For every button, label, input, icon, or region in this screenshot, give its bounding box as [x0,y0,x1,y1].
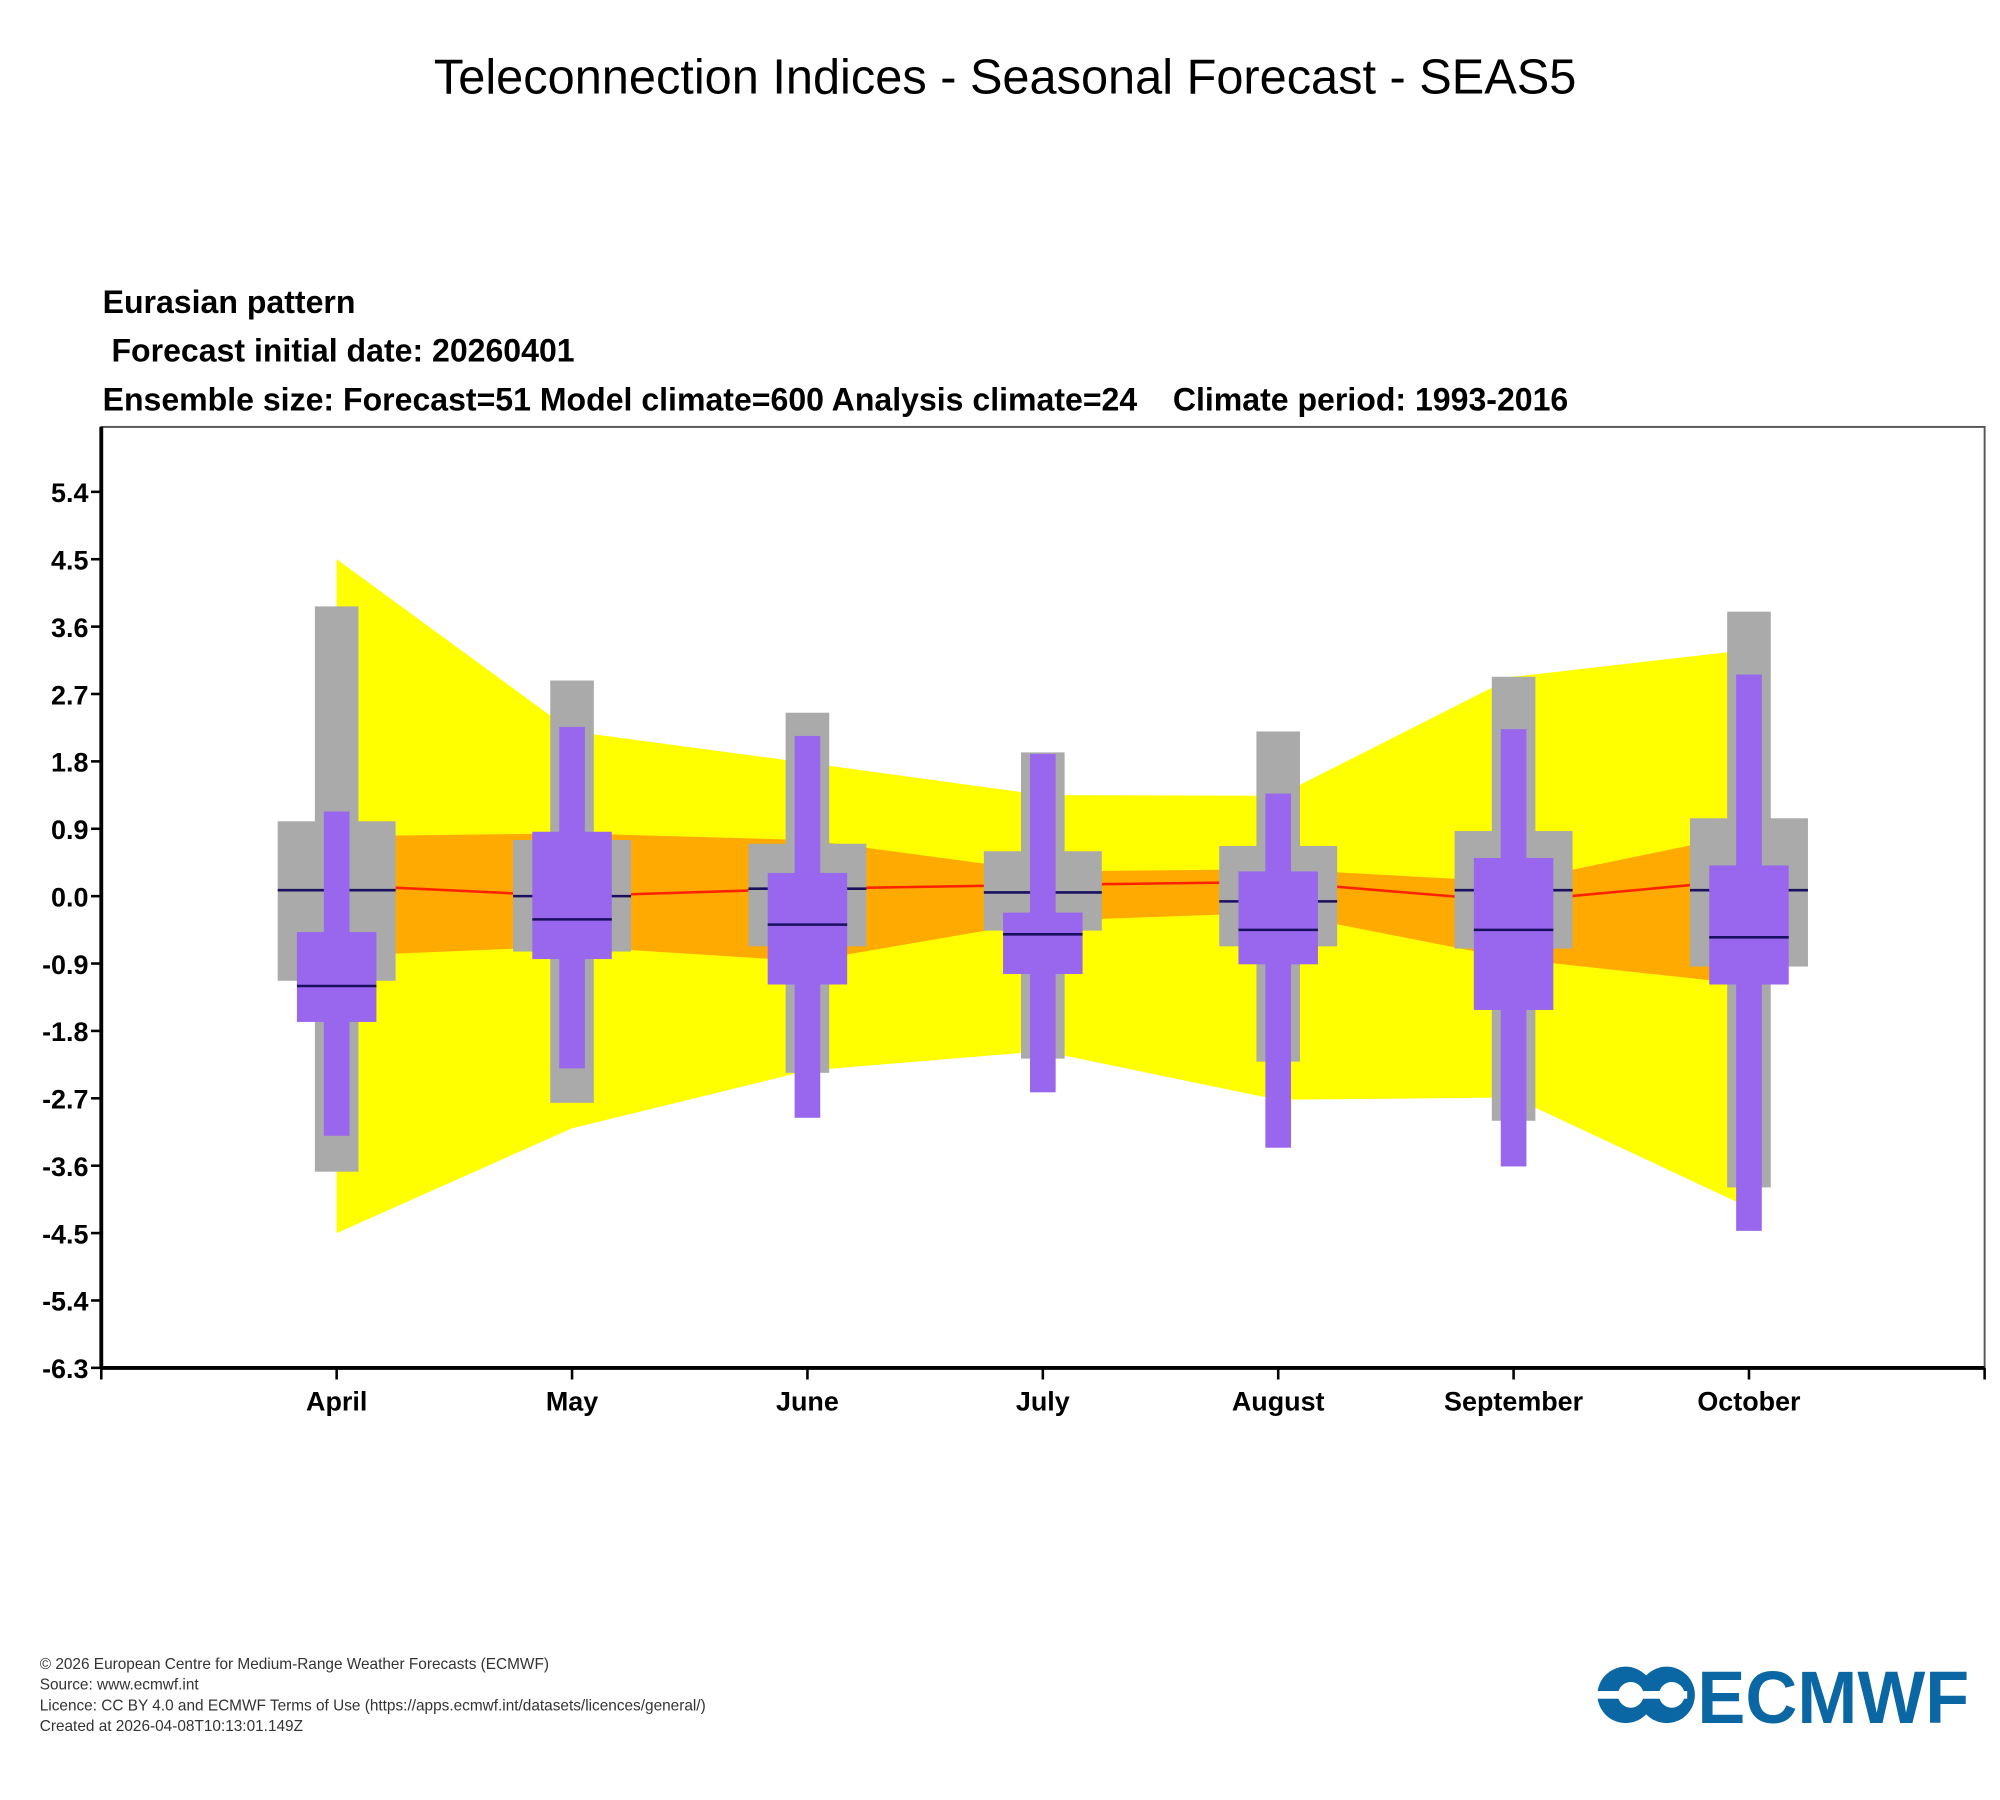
x-tick-label: September [1444,1386,1584,1416]
forecast-whisker [1265,793,1292,1148]
x-tick-label: April [306,1386,367,1416]
y-tick-label: -4.5 [42,1219,88,1249]
footer-source: Source: www.ecmwf.int [40,1677,200,1694]
y-tick-label: -5.4 [42,1287,88,1317]
ecmwf-logo: ECMWF [1597,1656,1969,1739]
chart-title: Eurasian pattern [103,284,356,320]
y-tick-label: 4.5 [51,545,88,575]
forecast-box [1238,871,1318,965]
y-tick-label: -6.3 [42,1354,88,1384]
page-title: Teleconnection Indices - Seasonal Foreca… [434,51,1576,105]
ecmwf-logo-symbol-icon [1597,1666,1695,1724]
axis-ticks: 5.4 4.5 3.6 2.7 1.8 0.9 0.0 -0.9 -1.8 -2.7 -3.6 -4.… [42,478,1986,1416]
y-tick-label: 0.9 [51,815,88,845]
forecast-box [1003,912,1083,975]
y-tick-label: 2.7 [51,680,88,710]
y-tick-label: 0.0 [51,882,88,912]
x-tick-label: August [1232,1386,1325,1416]
y-tick-label: -3.6 [42,1152,88,1182]
plot-area [277,559,1808,1234]
x-tick-label: July [1016,1386,1070,1416]
logo-text: ECMWF [1697,1656,1969,1739]
x-tick-label: June [776,1386,839,1416]
forecast-box [532,831,612,960]
forecast-box [767,872,848,985]
footer-licence: Licence: CC BY 4.0 and ECMWF Terms of Us… [40,1697,706,1714]
y-tick-label: 1.8 [51,748,88,778]
footer-copyright: © 2026 European Centre for Medium-Range … [40,1656,549,1673]
y-tick-label: -2.7 [42,1085,88,1115]
y-tick-label: 5.4 [51,478,88,508]
y-tick-label: 3.6 [51,613,88,643]
forecast-date: Forecast initial date: 20260401 [103,333,575,369]
forecast-box [1709,865,1789,985]
y-tick-label: -0.9 [42,950,88,980]
y-tick-label: -1.8 [42,1017,88,1047]
forecast-box [296,932,377,1022]
x-tick-label: May [546,1386,598,1416]
ensemble-info: Ensemble size: Forecast=51 Model climate… [103,381,1569,417]
x-tick-label: October [1697,1386,1801,1416]
forecast-box [1473,857,1554,1010]
footer-created: Created at 2026-04-08T10:13:01.149Z [40,1718,303,1735]
